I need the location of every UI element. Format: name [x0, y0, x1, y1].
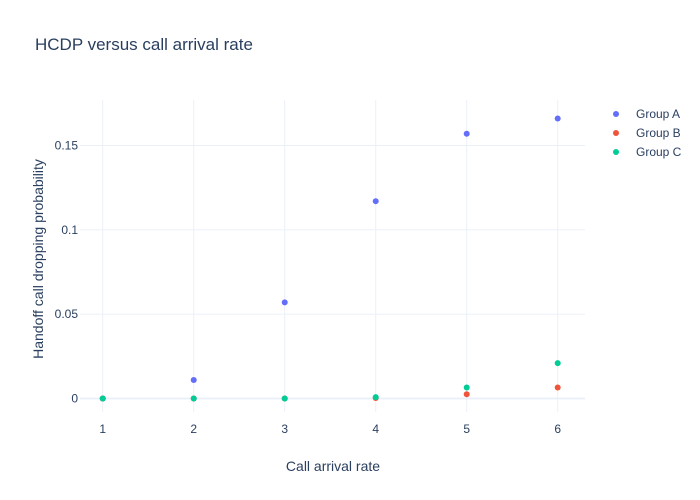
- x-tick-label: 1: [99, 422, 106, 436]
- legend-item[interactable]: Group C: [613, 145, 682, 159]
- data-point[interactable]: [554, 384, 561, 391]
- legend-label: Group C: [636, 145, 682, 159]
- chart-title: HCDP versus call arrival rate: [35, 35, 253, 54]
- legend-item[interactable]: Group A: [613, 107, 680, 121]
- data-point[interactable]: [99, 395, 106, 402]
- data-point[interactable]: [463, 391, 470, 398]
- data-point[interactable]: [463, 384, 470, 391]
- legend-marker: [613, 149, 619, 155]
- series-group-a: [99, 115, 561, 402]
- legend-label: Group A: [636, 107, 680, 121]
- legend-item[interactable]: Group B: [613, 126, 681, 140]
- data-point[interactable]: [554, 360, 561, 367]
- y-tick-label: 0.05: [55, 307, 79, 321]
- x-tick-label: 4: [372, 422, 379, 436]
- grid-lines: [80, 100, 585, 412]
- data-point[interactable]: [190, 395, 197, 402]
- x-tick-label: 2: [190, 422, 197, 436]
- y-tick-label: 0: [71, 392, 78, 406]
- x-axis-ticks: 1 2 3 4 5 6: [99, 422, 561, 436]
- x-tick-label: 3: [281, 422, 288, 436]
- legend[interactable]: Group A Group B Group C: [613, 107, 682, 159]
- legend-label: Group B: [636, 126, 681, 140]
- y-tick-label: 0.1: [61, 223, 78, 237]
- data-point[interactable]: [372, 394, 379, 401]
- x-tick-label: 5: [463, 422, 470, 436]
- data-point[interactable]: [463, 130, 470, 137]
- data-point[interactable]: [190, 376, 197, 383]
- data-point[interactable]: [281, 299, 288, 306]
- data-point[interactable]: [372, 198, 379, 205]
- y-tick-label: 0.15: [55, 139, 79, 153]
- data-point[interactable]: [281, 395, 288, 402]
- series-group-c: [99, 360, 561, 402]
- y-axis-ticks: 0 0.05 0.1 0.15: [55, 139, 79, 406]
- x-tick-label: 6: [554, 422, 561, 436]
- y-axis-label: Handoff call dropping probability: [30, 159, 46, 359]
- data-points: [99, 115, 561, 402]
- legend-marker: [613, 111, 619, 117]
- data-point[interactable]: [554, 115, 561, 122]
- x-axis-label: Call arrival rate: [286, 458, 380, 474]
- legend-marker: [613, 130, 619, 136]
